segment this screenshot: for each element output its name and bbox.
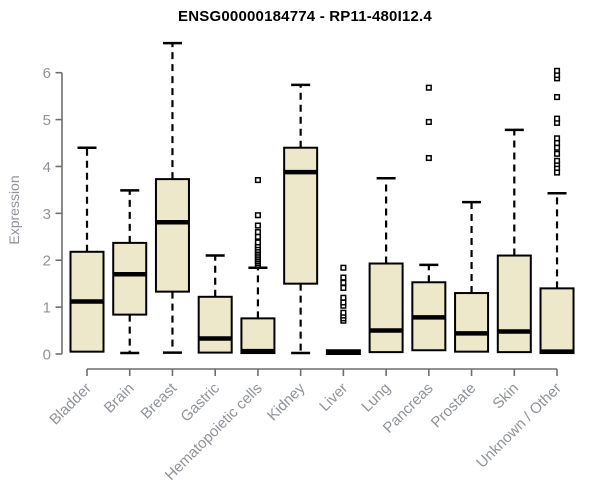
x-tick-label: Kidney [264,379,309,424]
outlier-point [553,169,561,176]
chart-title: ENSG00000184774 - RP11-480I12.4 [178,8,432,25]
outlier-point [254,222,261,229]
boxplot-skin [496,128,532,354]
y-tick-label: 1 [43,300,51,317]
outlier-point [254,177,261,184]
outlier-point [340,309,347,316]
y-tick-label: 4 [43,159,51,176]
iqr-box [368,262,404,354]
outlier-point [425,84,432,91]
y-tick-label: 5 [43,112,51,129]
outlier-point [340,274,347,281]
iqr-box [112,241,148,316]
boxplot-breast [154,41,190,354]
x-tick-label: Prostate [428,380,480,432]
outlier-point [553,67,561,74]
outlier-point [254,239,261,246]
iqr-box [283,146,319,285]
boxplot-gastric [197,254,233,354]
outlier-point [340,279,347,286]
outlier-point [553,139,561,147]
x-tick-label: Liver [316,380,351,415]
outlier-point [425,154,432,162]
y-tick-label: 0 [43,347,51,364]
boxplot-kidney [283,83,319,355]
iqr-box [197,295,233,354]
x-tick-label: Brain [101,380,138,417]
x-tick-label: Bladder [46,380,95,429]
outlier-point [254,233,261,240]
iqr-box [496,254,532,354]
boxplot-prostate [454,200,490,353]
outlier-point [254,212,261,219]
iqr-box [454,292,490,353]
x-tick-label: Breast [138,379,181,422]
outlier-point [340,294,347,301]
y-tick-label: 2 [43,253,51,270]
outlier-point [553,135,561,142]
outlier-point [254,229,261,236]
outlier-point [553,150,561,157]
iqr-box [240,317,276,355]
boxplot-brain [112,189,148,355]
y-tick-label: 3 [43,206,51,223]
outlier-point [425,118,432,125]
outlier-point [553,115,561,122]
boxplot-bladder [69,146,105,353]
boxplot-pancreas [411,84,447,352]
boxplot-lung [368,176,404,354]
x-tick-label: Skin [489,380,522,413]
outlier-point [553,157,561,164]
boxplot-liver [325,264,361,355]
outlier-point [553,94,561,101]
outlier-point [340,284,347,291]
outlier-point [340,299,347,306]
outlier-point [553,144,561,151]
iqr-box [539,287,575,355]
iqr-box [154,178,190,293]
x-tick-label: Lung [358,380,394,416]
y-tick-label: 6 [43,65,51,82]
boxplot-hematopoietic-cells [240,177,276,355]
boxplot-unknown-other [539,67,575,355]
outlier-point [340,264,347,271]
